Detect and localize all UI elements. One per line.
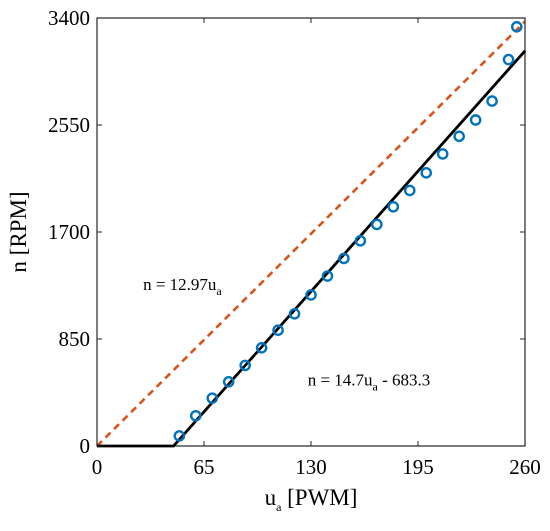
data-point: [189, 409, 202, 422]
data-point: [403, 184, 416, 197]
data-point: [255, 342, 268, 354]
y-tick-label: 0: [80, 434, 91, 458]
y-tick-label: 3400: [48, 6, 90, 30]
series-line-ideal: [96, 20, 526, 447]
data-point: [387, 201, 400, 213]
data-point: [469, 114, 482, 126]
data-point: [436, 148, 449, 160]
data-point: [486, 95, 498, 107]
y-tick-label: 850: [59, 327, 91, 351]
data-point: [288, 308, 301, 320]
data-point: [453, 130, 465, 143]
x-tick-label: 0: [92, 455, 103, 479]
y-tick-label: 2550: [48, 113, 90, 137]
annotation-ideal: n = 12.97ua: [143, 275, 222, 298]
x-axis-label: ua [PWM]: [265, 485, 358, 514]
y-tick-label: 1700: [48, 220, 90, 244]
data-point: [420, 167, 433, 179]
data-point: [222, 375, 235, 388]
data-point: [502, 53, 515, 66]
data-point: [354, 235, 367, 247]
data-point: [272, 324, 284, 336]
data-point: [338, 252, 350, 265]
ticks-layer: 0 65 130 195 260 0 850 1700 2550 3400: [48, 6, 541, 479]
annotation-fit: n = 14.7ua - 683.3: [308, 371, 431, 394]
data-point: [321, 270, 334, 282]
data-point: [239, 359, 251, 372]
series-line-fit: [97, 49, 527, 448]
data-point: [173, 430, 186, 442]
data-point: [206, 392, 219, 404]
marks-layer: [96, 20, 527, 448]
x-tick-label: 195: [402, 455, 434, 479]
data-point: [510, 21, 523, 33]
data-point: [371, 218, 383, 231]
y-axis-label: n [RPM]: [6, 191, 31, 272]
x-tick-label: 130: [295, 455, 327, 479]
x-tick-label: 260: [509, 455, 541, 479]
data-point: [305, 289, 317, 301]
x-tick-label: 65: [194, 455, 215, 479]
